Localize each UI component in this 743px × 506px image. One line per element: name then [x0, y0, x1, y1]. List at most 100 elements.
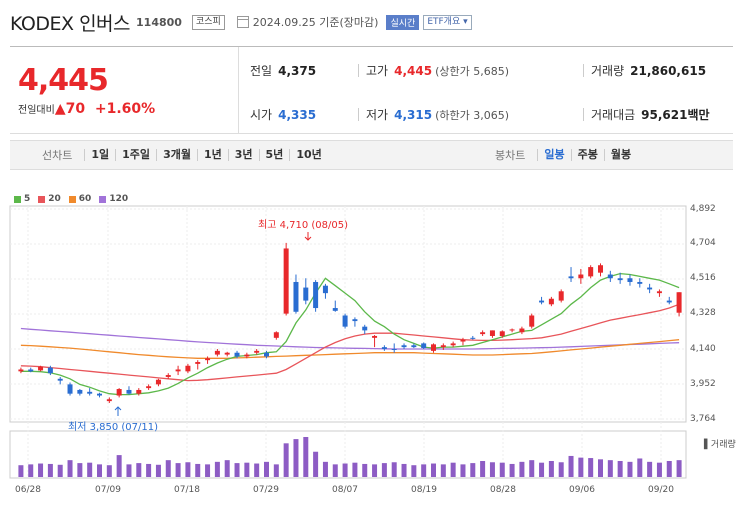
volume-bar — [607, 460, 613, 477]
current-price-box: 4,445 전일대비▲70 +1.60% — [10, 47, 239, 133]
period-10y[interactable]: 10년 — [289, 149, 327, 161]
candle-body — [470, 337, 476, 339]
volume-bar — [509, 463, 515, 477]
amount-value: 95,621 — [641, 108, 688, 122]
realtime-button[interactable]: 실시간 — [386, 14, 420, 30]
ma120-line — [20, 327, 680, 350]
candle-body — [666, 300, 672, 303]
candle-body — [509, 329, 515, 331]
volume-bar — [283, 443, 289, 477]
candle-body — [205, 358, 211, 361]
candle-body — [254, 350, 260, 353]
volume-bar — [322, 461, 328, 477]
volume-bar — [401, 463, 407, 477]
candle-body — [656, 291, 662, 294]
candle-body — [352, 319, 358, 322]
period-1w[interactable]: 1주일 — [115, 149, 156, 161]
divider — [583, 64, 584, 77]
candle-chart-periods: 봉차트 일봉 주봉 월봉 — [495, 147, 637, 163]
trade-amount: 거래대금 95,621백만 — [591, 106, 710, 123]
calendar-icon — [236, 16, 249, 28]
candle-body — [548, 298, 554, 305]
volume-bar — [155, 464, 161, 477]
period-1y[interactable]: 1년 — [196, 149, 228, 161]
candle-body — [214, 350, 220, 355]
candle-body — [401, 345, 407, 348]
volume: 거래량 21,860,615 — [591, 62, 706, 79]
candle-body — [676, 292, 682, 313]
x-tick: 08/19 — [411, 485, 437, 495]
high-price: 고가 4,445 (상한가 5,685) — [366, 62, 509, 79]
legend-ma120: 120 — [99, 194, 128, 204]
period-3y[interactable]: 3년 — [227, 149, 259, 161]
candle-body — [234, 352, 240, 357]
base-date: 2024.09.25 기준(장마감) — [252, 16, 379, 29]
candle-body — [431, 344, 436, 351]
volume-bar — [224, 460, 230, 477]
candle-daily[interactable]: 일봉 — [537, 149, 570, 161]
volume-bar — [489, 462, 495, 477]
volume-bar — [480, 461, 486, 477]
volume-bar — [598, 459, 603, 477]
candle-weekly[interactable]: 주봉 — [570, 149, 604, 161]
candle-body — [47, 367, 53, 374]
volume-bar — [460, 464, 466, 477]
volume-bar — [627, 461, 633, 477]
candle-body — [195, 362, 201, 364]
candle-body — [155, 379, 161, 385]
candle-body — [38, 366, 44, 371]
volume-bar — [97, 464, 102, 477]
volume-bar — [332, 464, 338, 477]
period-5y[interactable]: 5년 — [258, 149, 290, 161]
high-label: 고가 — [366, 64, 389, 78]
volume-bar — [431, 463, 436, 477]
volume-bar — [470, 463, 476, 477]
candle-body — [136, 389, 142, 394]
candle-monthly[interactable]: 월봉 — [603, 149, 637, 161]
current-price: 4,445 — [18, 63, 109, 98]
prev-close-label: 전일 — [250, 64, 273, 78]
candle-body — [440, 345, 446, 348]
max-arrow-icon — [304, 232, 312, 241]
volume-bar — [529, 460, 535, 477]
period-1d[interactable]: 1일 — [84, 149, 115, 161]
volume-bar — [578, 457, 584, 477]
y-tick: 4,704 — [690, 238, 716, 248]
open-label: 시가 — [250, 108, 273, 122]
stock-code: 114800 — [136, 15, 182, 29]
volume-bar — [381, 463, 387, 477]
volume-bar — [195, 463, 201, 477]
change-label: 전일대비 — [18, 105, 55, 116]
candle-body — [332, 308, 338, 311]
candle-body — [283, 248, 289, 314]
change-percent: +1.60% — [94, 101, 156, 117]
x-tick: 07/09 — [95, 485, 121, 495]
period-3m[interactable]: 3개월 — [156, 149, 197, 161]
low-label: 저가 — [366, 108, 389, 122]
volume-bar — [28, 464, 34, 477]
volume-bar — [126, 464, 132, 477]
y-tick: 3,764 — [690, 414, 716, 424]
candle-body — [519, 328, 525, 333]
candle-body — [106, 399, 112, 402]
candle-body — [362, 326, 368, 331]
min-price-annotation: 최저 3,850 (07/11) — [68, 422, 159, 433]
legend-ma60: 60 — [68, 194, 92, 204]
etf-overview-button[interactable]: ETF개요 ▾ — [423, 14, 472, 30]
x-tick: 09/20 — [648, 485, 674, 495]
legend-ma60-label: 60 — [78, 194, 92, 204]
legend-ma5: 5 — [14, 194, 30, 204]
volume-panel-frame — [9, 430, 687, 479]
volume-bar — [499, 462, 505, 477]
volume-bar — [214, 461, 220, 477]
candle-body — [57, 378, 63, 381]
volume-bar — [165, 460, 171, 477]
candle-body — [529, 315, 535, 327]
y-tick: 4,516 — [690, 273, 716, 283]
candle-body — [224, 352, 230, 355]
candle-body — [372, 335, 378, 338]
low-value: 4,315 — [394, 108, 433, 122]
change-value: ▲70 — [54, 101, 86, 117]
stock-title: KODEX 인버스 — [10, 12, 131, 35]
